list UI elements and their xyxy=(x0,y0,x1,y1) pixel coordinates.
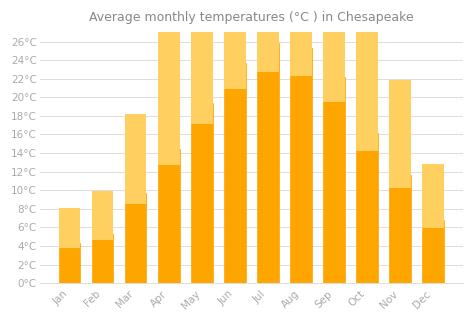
Bar xyxy=(257,43,279,283)
Bar xyxy=(59,243,81,283)
Bar xyxy=(389,175,410,283)
Bar xyxy=(422,164,444,228)
Bar xyxy=(125,193,146,283)
Bar xyxy=(257,0,279,72)
Bar xyxy=(125,114,146,204)
Bar xyxy=(224,0,246,89)
Bar xyxy=(356,133,378,283)
Bar xyxy=(422,220,444,283)
Bar xyxy=(356,0,378,151)
Bar xyxy=(323,0,345,101)
Bar xyxy=(92,234,113,283)
Bar xyxy=(158,149,180,283)
Bar xyxy=(389,80,410,188)
Bar xyxy=(290,0,311,76)
Bar xyxy=(59,208,81,248)
Bar xyxy=(323,77,345,283)
Title: Average monthly temperatures (°C ) in Chesapeake: Average monthly temperatures (°C ) in Ch… xyxy=(89,11,414,24)
Bar xyxy=(191,103,212,283)
Bar xyxy=(92,191,113,240)
Bar xyxy=(224,63,246,283)
Bar xyxy=(191,0,212,125)
Bar xyxy=(290,48,311,283)
Bar xyxy=(158,32,180,166)
